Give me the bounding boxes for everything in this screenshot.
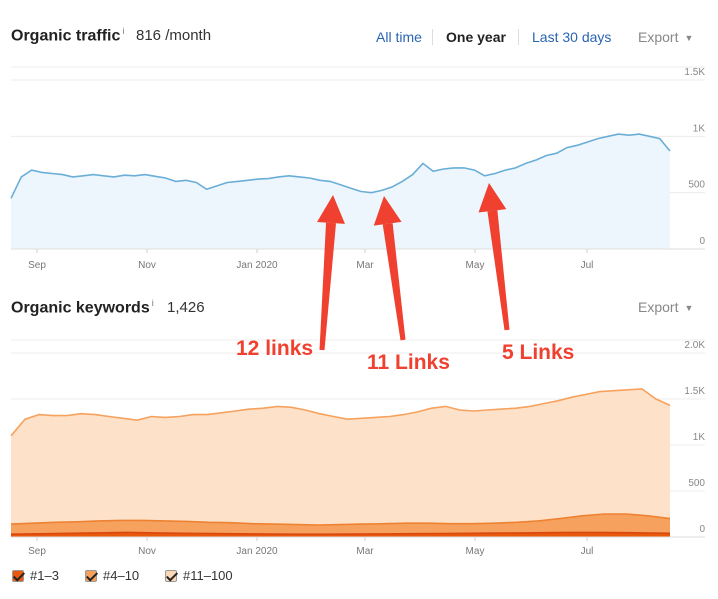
y-tick-label: 0 [699, 524, 705, 535]
series-area-0 [11, 388, 670, 537]
legend-label: #4–10 [103, 568, 140, 583]
y-tick-label: 1K [693, 432, 706, 443]
info-icon[interactable]: i [151, 298, 154, 308]
keywords-export-button[interactable]: Export ▼ [638, 299, 693, 315]
x-tick-label: May [466, 546, 485, 557]
traffic-export-label: Export [638, 29, 679, 45]
x-tick-label: May [466, 260, 485, 271]
range-all-time[interactable]: All time [376, 29, 422, 45]
y-tick-label: 1.5K [684, 67, 705, 78]
x-tick-label: Jan 2020 [236, 260, 278, 271]
series-line-0 [10, 133, 671, 199]
organic-traffic-title: Organic traffic i [11, 26, 124, 45]
arrow-11-links [373, 196, 406, 341]
arrow-12-links [317, 195, 345, 351]
x-tick-label: Jul [581, 260, 594, 271]
range-one-year[interactable]: One year [446, 29, 506, 45]
x-tick-label: Jul [581, 546, 594, 557]
x-tick-label: Nov [138, 260, 156, 271]
series-line-0 [10, 388, 671, 437]
arrow-5-links [478, 183, 510, 331]
range-last-30-days[interactable]: Last 30 days [532, 29, 612, 45]
checkbox-icon[interactable] [85, 569, 97, 582]
checkbox-icon[interactable] [12, 569, 24, 582]
organic-traffic-value: 816 /month [136, 27, 212, 44]
x-tick-label: Sep [28, 546, 46, 557]
y-tick-label: 1K [693, 123, 706, 134]
series-line-1 [10, 513, 671, 526]
legend-item-4-10[interactable]: #4–10 [85, 568, 139, 583]
legend-item-11-100[interactable]: #11–100 [165, 568, 233, 583]
legend-label: #1–3 [30, 568, 59, 583]
annotation-5-links: 5 Links [502, 341, 574, 364]
y-tick-label: 1.5K [684, 386, 705, 397]
annotation-layer: 12 links 11 Links 5 Links [236, 183, 574, 374]
x-tick-label: Sep [28, 260, 46, 271]
organic-keywords-chart: 0 500 1K 1.5K 2.0K Sep Nov Jan 2020 Mar May Jul [10, 339, 706, 557]
y-tick-label: 0 [699, 236, 705, 247]
legend-item-1-3[interactable]: #1–3 [12, 568, 59, 583]
annotation-11-links: 11 Links [367, 351, 450, 374]
series-area-1 [11, 514, 670, 537]
y-tick-label: 500 [688, 478, 705, 489]
range-separator [432, 29, 433, 45]
x-tick-label: Mar [356, 260, 374, 271]
series-area-0 [11, 134, 670, 249]
keywords-export-label: Export [638, 299, 679, 315]
x-tick-label: Mar [356, 546, 374, 557]
series-line-2 [10, 531, 671, 535]
caret-down-icon: ▼ [684, 33, 694, 44]
y-tick-label: 500 [688, 180, 705, 191]
x-tick-label: Jan 2020 [236, 546, 278, 557]
traffic-export-button[interactable]: Export ▼ [638, 29, 693, 45]
y-tick-label: 2.0K [684, 340, 705, 351]
organic-keywords-label: Organic keywords [11, 299, 150, 317]
organic-keywords-value: 1,426 [167, 299, 205, 316]
organic-keywords-title: Organic keywords i [11, 298, 154, 317]
range-separator [518, 29, 519, 45]
x-tick-label: Nov [138, 546, 156, 557]
caret-down-icon: ▼ [684, 303, 694, 314]
checkbox-icon[interactable] [165, 569, 177, 582]
info-icon[interactable]: i [122, 26, 125, 36]
legend-label: #11–100 [183, 568, 233, 583]
annotation-12-links: 12 links [236, 337, 313, 360]
organic-traffic-chart: 0 500 1K 1.5K Sep Nov Jan 2020 Mar May Jul [10, 66, 706, 271]
organic-traffic-label: Organic traffic [11, 27, 121, 45]
